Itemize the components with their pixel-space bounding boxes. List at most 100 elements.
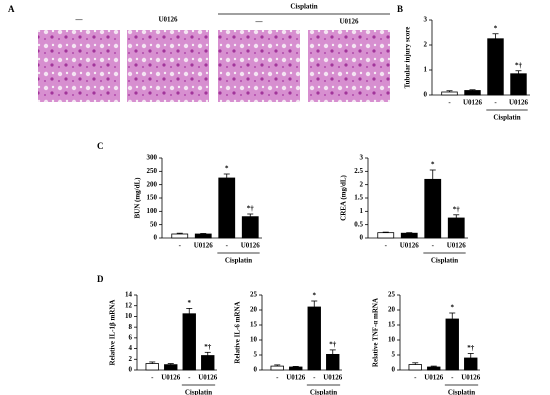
group-label: Cisplatin	[185, 389, 212, 395]
y-tick-label: 0	[424, 91, 428, 99]
y-tick-label: 50	[150, 220, 158, 228]
group-label: Cisplatin	[225, 257, 252, 265]
x-tick-label: -	[226, 242, 229, 250]
y-tick-label: 1	[360, 207, 364, 215]
y-tick-label: 2.5	[354, 167, 363, 175]
y-tick-label: 200	[147, 180, 158, 188]
y-axis-label: Relative IL-1β mRNA	[109, 300, 117, 366]
y-tick-label: 20	[250, 306, 258, 314]
y-tick-label: 10	[388, 336, 396, 344]
x-tick-label: U0126	[400, 242, 420, 250]
annotation: *	[188, 299, 192, 307]
y-tick-label: 1	[424, 66, 428, 74]
bar	[441, 91, 458, 96]
bar	[427, 366, 441, 371]
bar	[424, 178, 442, 239]
y-axis-label: Relative IL-6 mRNA	[234, 301, 242, 363]
bar	[270, 365, 284, 371]
annotation: *	[431, 161, 435, 169]
image-label: —	[255, 18, 264, 26]
image-label: —	[75, 16, 84, 24]
x-tick-label: U0126	[161, 374, 181, 382]
bar	[464, 357, 478, 371]
y-tick-label: 1.5	[354, 194, 363, 202]
y-tick-label: 0	[392, 366, 396, 374]
bar	[241, 216, 259, 239]
y-tick-label: 2	[424, 41, 428, 49]
x-tick-label: U0126	[194, 242, 214, 250]
y-tick-label: 3	[360, 154, 364, 162]
x-tick-label: -	[151, 374, 154, 382]
image-label: U0126	[158, 16, 178, 24]
y-tick-label: 8	[129, 323, 133, 331]
group-label: Cisplatin	[493, 114, 520, 122]
histology-image	[38, 30, 120, 102]
x-tick-label: U0126	[424, 374, 444, 382]
x-tick-label: -	[414, 374, 417, 382]
y-tick-label: 5	[392, 351, 396, 359]
bar	[464, 90, 481, 96]
x-tick-label: -	[179, 242, 182, 250]
bar	[164, 364, 178, 371]
annotation: *	[494, 24, 498, 32]
bar	[400, 232, 418, 239]
bar	[445, 318, 459, 371]
group-label: Cisplatin	[310, 389, 337, 395]
histology-image	[308, 30, 390, 102]
x-tick-label: -	[451, 374, 454, 382]
panel-letter: A	[8, 4, 15, 14]
y-tick-label: 0	[360, 234, 364, 242]
histology-image	[218, 30, 300, 102]
x-tick-label: -	[494, 99, 497, 107]
x-tick-label: U0126	[323, 374, 343, 382]
y-tick-label: 3	[424, 16, 428, 24]
y-tick-label: 150	[147, 194, 158, 202]
annotation: *	[313, 292, 317, 300]
x-tick-label: -	[276, 374, 279, 382]
bar	[447, 217, 465, 239]
y-tick-label: 5	[254, 351, 258, 359]
x-tick-label: -	[385, 242, 388, 250]
annotation: *†	[247, 205, 255, 213]
x-tick-label: -	[432, 242, 435, 250]
y-tick-label: 15	[388, 321, 396, 329]
x-tick-label: U0126	[461, 374, 481, 382]
y-tick-label: 0	[129, 366, 133, 374]
bar	[194, 233, 212, 239]
annotation: *	[225, 165, 229, 173]
y-tick-label: 10	[125, 312, 133, 320]
x-tick-label: -	[448, 99, 451, 107]
y-tick-label: 0	[254, 366, 258, 374]
bar	[408, 364, 422, 371]
x-tick-label: U0126	[286, 374, 306, 382]
x-tick-label: U0126	[447, 242, 467, 250]
y-tick-label: 4	[129, 344, 133, 352]
image-label: U0126	[339, 18, 359, 26]
x-tick-label: U0126	[241, 242, 261, 250]
y-tick-label: 6	[129, 333, 133, 341]
bar	[326, 353, 340, 371]
histology-image	[127, 30, 209, 102]
y-tick-label: 25	[250, 291, 258, 299]
y-axis-label: CREA (mg/dL)	[340, 174, 348, 220]
x-tick-label: -	[313, 374, 316, 382]
annotation: *	[451, 304, 455, 312]
bar	[145, 363, 159, 371]
annotation: *†	[453, 205, 461, 213]
y-axis-label: BUN (mg/dL)	[134, 177, 142, 219]
bar	[218, 177, 236, 239]
bar	[182, 313, 196, 371]
bar	[487, 38, 504, 96]
annotation: *†	[515, 61, 523, 69]
annotation: *†	[329, 341, 337, 349]
group-label: Cisplatin	[448, 389, 475, 395]
y-tick-label: 15	[250, 321, 258, 329]
panel-letter: C	[97, 141, 104, 151]
annotation: *†	[467, 344, 475, 352]
bar	[377, 232, 395, 239]
y-tick-label: 25	[388, 291, 396, 299]
x-tick-label: U0126	[463, 99, 483, 107]
panel-letter: D	[97, 274, 104, 284]
y-tick-label: 2	[360, 180, 364, 188]
